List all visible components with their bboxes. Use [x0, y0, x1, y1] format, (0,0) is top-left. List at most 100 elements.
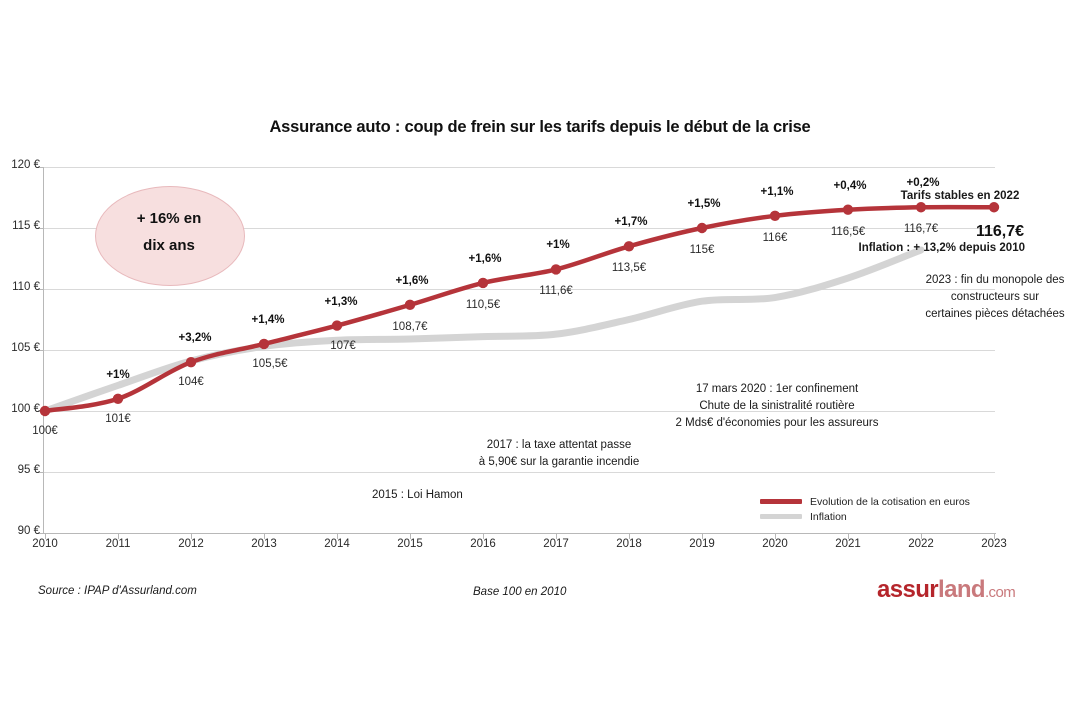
- legend-swatch-inflation: [760, 514, 802, 519]
- point-value-label: 116,5€: [830, 225, 866, 238]
- y-tick-label: 95 €: [17, 464, 40, 476]
- data-point-marker: [477, 277, 489, 289]
- x-tick-mark: [410, 533, 411, 539]
- y-tick-mark: [37, 533, 43, 534]
- x-tick-label: 2014: [324, 538, 350, 550]
- logo-part-assur: assur: [877, 576, 939, 603]
- data-point-marker: [331, 320, 343, 331]
- point-value-label: 108,7€: [392, 320, 428, 333]
- gridline: [43, 350, 995, 351]
- point-percent-label: +1%: [546, 239, 570, 252]
- point-value-label: 116,7€: [903, 223, 939, 236]
- gridline: [43, 228, 995, 229]
- x-tick-label: 2017: [543, 538, 569, 550]
- annotation-taxe-line-2: à 5,90€ sur la garantie incendie: [478, 456, 640, 468]
- assurland-logo[interactable]: assurland.com: [877, 576, 1016, 604]
- x-axis-line: [43, 533, 996, 534]
- point-percent-label: +1,5%: [687, 198, 721, 210]
- point-percent-label: +1%: [106, 368, 130, 381]
- data-point-marker: [404, 299, 416, 311]
- data-point-marker: [39, 405, 51, 417]
- footer-base: Base 100 en 2010: [473, 586, 567, 598]
- x-tick-label: 2019: [689, 538, 715, 550]
- y-tick-mark: [37, 167, 43, 168]
- gridline: [43, 289, 995, 290]
- data-point-marker: [842, 204, 854, 215]
- point-percent-label: +1,6%: [468, 252, 502, 265]
- annotation-inflation-total: Inflation : + 13,2% depuis 2010: [858, 242, 1026, 254]
- data-point-marker: [112, 393, 124, 404]
- y-tick-mark: [37, 350, 43, 351]
- point-percent-label: +0,4%: [833, 179, 867, 192]
- point-value-label: 116,7€: [975, 223, 1025, 241]
- point-value-label: 116€: [762, 231, 788, 244]
- point-value-label: 111,6€: [539, 285, 573, 298]
- y-tick-mark: [37, 289, 43, 290]
- logo-part-land: land: [938, 576, 986, 603]
- legend-item-inflation[interactable]: Inflation: [760, 509, 970, 524]
- footer-source: Source : IPAP d'Assurland.com: [38, 585, 197, 597]
- point-percent-label: +1,3%: [324, 295, 358, 308]
- legend-label-inflation: Inflation: [810, 510, 847, 523]
- gridline: [43, 167, 995, 168]
- annotation-loi-hamon: 2015 : Loi Hamon: [372, 489, 463, 501]
- x-tick-mark: [118, 533, 119, 539]
- point-value-label: 101€: [105, 412, 131, 425]
- annotation-tarifs-stables: Tarifs stables en 2022: [900, 190, 1020, 202]
- logo-part-dotcom: .com: [984, 584, 1016, 601]
- x-tick-label: 2023: [981, 538, 1007, 550]
- x-tick-label: 2011: [105, 538, 131, 550]
- data-point-marker: [915, 202, 927, 213]
- point-percent-label: +0,2%: [906, 177, 940, 190]
- x-tick-mark: [483, 533, 484, 539]
- data-point-marker: [185, 357, 197, 368]
- callout-ellipse: [95, 186, 245, 286]
- data-point-marker: [988, 202, 1000, 213]
- annotation-confinement-line-2: Chute de la sinistralité routière: [699, 400, 855, 412]
- point-value-label: 104€: [178, 376, 204, 389]
- point-value-label: 100€: [32, 425, 58, 437]
- y-tick-mark: [37, 472, 43, 473]
- callout-line-2: dix ans: [143, 237, 195, 254]
- x-tick-mark: [702, 533, 703, 539]
- x-tick-mark: [45, 533, 46, 539]
- annotation-monopole-line-1: 2023 : fin du monopole des: [925, 274, 1065, 286]
- annotation-monopole-line-3: certaines pièces détachées: [925, 308, 1065, 320]
- x-tick-label: 2022: [908, 538, 934, 550]
- y-tick-mark: [37, 228, 43, 229]
- x-tick-mark: [848, 533, 849, 539]
- x-tick-mark: [556, 533, 557, 539]
- point-percent-label: +1,4%: [251, 313, 285, 326]
- legend-item-cotisation[interactable]: Evolution de la cotisation en euros: [760, 494, 970, 509]
- data-point-marker: [696, 222, 708, 234]
- x-tick-label: 2013: [251, 538, 277, 550]
- point-percent-label: +3,2%: [178, 332, 212, 345]
- annotation-confinement-line-1: 17 mars 2020 : 1er confinement: [695, 383, 859, 395]
- x-tick-label: 2012: [178, 538, 204, 550]
- y-axis-line: [43, 167, 44, 534]
- x-tick-label: 2021: [835, 538, 861, 550]
- x-tick-mark: [337, 533, 338, 539]
- y-tick-label: 115 €: [12, 220, 40, 232]
- data-point-marker: [258, 338, 270, 350]
- data-point-marker: [550, 264, 562, 275]
- legend-label-cotisation: Evolution de la cotisation en euros: [810, 495, 970, 508]
- point-value-label: 113,5€: [611, 262, 647, 275]
- y-tick-label: 90 €: [17, 525, 40, 537]
- callout-text: + 16% en dix ans: [95, 205, 243, 259]
- x-tick-label: 2010: [32, 538, 58, 550]
- annotation-confinement-line-3: 2 Mds€ d'économies pour les assureurs: [675, 417, 879, 429]
- y-tick-label: 110 €: [12, 281, 40, 293]
- x-tick-label: 2018: [616, 538, 642, 550]
- legend-swatch-cotisation: [760, 499, 802, 504]
- chart-legend: Evolution de la cotisation en euros Infla…: [760, 494, 970, 524]
- gridline: [43, 472, 995, 473]
- data-point-marker: [623, 241, 635, 252]
- annotation-monopole-line-2: constructeurs sur: [950, 291, 1040, 303]
- point-percent-label: +1,6%: [395, 274, 429, 287]
- x-tick-mark: [629, 533, 630, 539]
- annotation-taxe-line-1: 2017 : la taxe attentat passe: [486, 439, 632, 451]
- point-value-label: 110,5€: [465, 298, 501, 311]
